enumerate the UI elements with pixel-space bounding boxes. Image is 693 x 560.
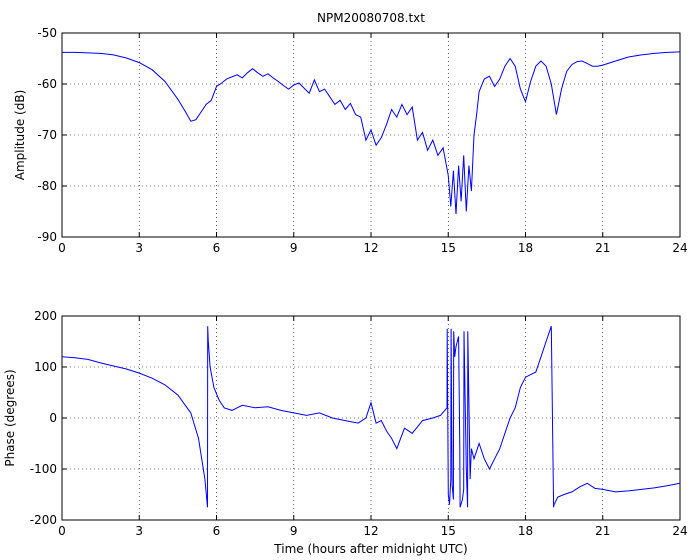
x-axis-label: Time (hours after midnight UTC): [273, 542, 467, 556]
amplitude-plot: 0 3 6 9 12 15 18 21 24 -90 -80 -70 -60 -50 NPM200807…: [13, 11, 688, 255]
phase-x-tick-label: 9: [290, 524, 298, 538]
amplitude-x-tick-label: 18: [518, 241, 533, 255]
phase-y-tick-label: -100: [30, 462, 57, 476]
phase-series-line: [61, 326, 681, 508]
phase-x-tick-label: 18: [518, 524, 533, 538]
amplitude-x-tick-label: 9: [290, 241, 298, 255]
phase-x-tick-labels: 0 3 6 9 12 15 18 21 24: [58, 524, 687, 538]
phase-x-tick-label: 21: [595, 524, 610, 538]
amplitude-x-tick-label: 12: [363, 241, 378, 255]
amplitude-x-tick-label: 0: [58, 241, 66, 255]
chart-title: NPM20080708.txt: [317, 11, 425, 25]
amplitude-series-line: [62, 51, 681, 215]
amplitude-gridlines: [62, 33, 680, 237]
amplitude-y-tick-label: -70: [37, 128, 57, 142]
amplitude-y-tick-label: -80: [37, 179, 57, 193]
phase-x-tick-label: 3: [135, 524, 143, 538]
phase-x-tick-label: 15: [441, 524, 456, 538]
amplitude-x-tick-label: 6: [213, 241, 221, 255]
amplitude-x-tick-label: 15: [441, 241, 456, 255]
phase-x-tick-label: 12: [363, 524, 378, 538]
phase-y-tick-label: 100: [34, 360, 57, 374]
amplitude-y-tick-label: -50: [37, 26, 57, 40]
amplitude-y-axis-label: Amplitude (dB): [13, 90, 27, 181]
phase-tick-marks: [61, 315, 681, 521]
amplitude-x-tick-label: 21: [595, 241, 610, 255]
phase-y-axis-label: Phase (degrees): [3, 369, 17, 466]
phase-plot: 0 3 6 9 12 15 18 21 24 -200 -100 0 100 200 Time (hou…: [3, 309, 688, 556]
amplitude-x-tick-label: 3: [135, 241, 143, 255]
phase-gridlines: [62, 316, 680, 520]
amplitude-y-tick-label: -90: [37, 230, 57, 244]
amplitude-tick-marks: [61, 32, 681, 238]
amplitude-y-tick-label: -60: [37, 77, 57, 91]
phase-y-tick-label: 200: [34, 309, 57, 323]
phase-y-tick-label: 0: [49, 411, 57, 425]
amplitude-y-tick-labels: -90 -80 -70 -60 -50: [37, 26, 57, 244]
phase-y-tick-label: -200: [30, 513, 57, 527]
phase-y-tick-labels: -200 -100 0 100 200: [30, 309, 57, 527]
amplitude-x-tick-labels: 0 3 6 9 12 15 18 21 24: [58, 241, 687, 255]
amplitude-x-tick-label: 24: [672, 241, 687, 255]
phase-x-tick-label: 24: [672, 524, 687, 538]
phase-x-tick-label: 0: [58, 524, 66, 538]
phase-x-tick-label: 6: [213, 524, 221, 538]
